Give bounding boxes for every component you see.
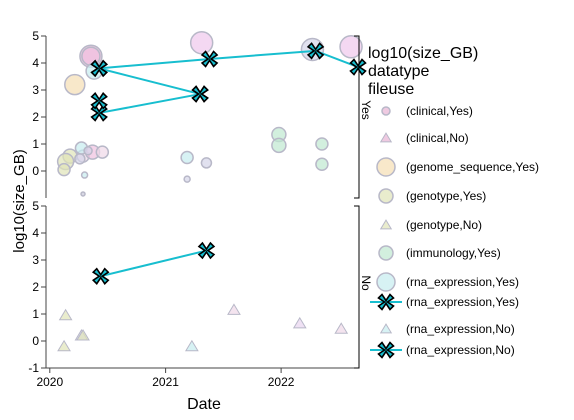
y-tick-label: 0 (32, 164, 39, 178)
legend-title: datatype (368, 63, 429, 80)
facet-panel-no: -1 0 1 2 3 4 5 (28, 199, 349, 375)
legend-item-label: (rna_expression,No) (406, 322, 515, 336)
legend-group-bracket (354, 205, 360, 369)
legend-title: fileuse (368, 81, 414, 98)
legend-item-label: (genotype,No) (406, 218, 482, 232)
legend-marker-triangle (379, 132, 393, 143)
x-axis: 2020 2021 2022 (36, 367, 358, 389)
legend-item-label: (rna_expression,Yes) (406, 275, 519, 289)
y-tick-label: 4 (32, 56, 39, 70)
data-point-circle (180, 150, 194, 165)
data-point-circle (200, 157, 213, 169)
data-point-circle (189, 31, 214, 55)
y-tick-label: 1 (32, 137, 39, 151)
facet-panel-yes: 0 1 2 3 4 5 (32, 29, 367, 198)
legend-marker-circle (381, 106, 391, 116)
legend-title: log10(size_GB) (368, 45, 478, 62)
data-point-x (90, 59, 108, 78)
legend-item-label: (rna_expression,Yes) (406, 295, 519, 309)
series-line (98, 93, 201, 114)
data-point-circle (183, 175, 191, 183)
legend-marker-x (377, 341, 395, 359)
legend-item-label: (clinical,No) (406, 131, 469, 145)
data-point-circle (80, 191, 86, 197)
legend-item-label: (clinical,Yes) (406, 104, 473, 118)
x-tick-label: 2021 (152, 375, 179, 389)
data-point-triangle (227, 303, 241, 315)
legend-group-label: Yes (359, 100, 373, 120)
y-axis-title: log10(size_GB) (11, 149, 28, 252)
data-point-circle (57, 162, 71, 177)
data-point-x (191, 85, 209, 103)
y-tick-label: -1 (28, 361, 39, 375)
x-axis-title: Date (187, 396, 221, 413)
y-tick-label: 1 (32, 307, 39, 321)
y-tick-label: 2 (32, 280, 39, 294)
legend-marker-triangle (379, 219, 393, 230)
legend-marker-x (377, 293, 395, 311)
data-point-triangle (184, 339, 199, 352)
y-tick-label: 3 (32, 253, 39, 267)
legend-item-label: (genome_sequence,Yes) (406, 160, 539, 174)
y-tick-label: 5 (32, 199, 39, 213)
series-line (100, 249, 207, 278)
data-point-triangle (58, 308, 73, 321)
data-point-x (90, 92, 108, 110)
data-point-circle (74, 153, 86, 165)
series-line (99, 49, 359, 70)
data-point-x (306, 42, 325, 60)
data-point-x (197, 241, 216, 260)
data-point-circle (315, 137, 329, 151)
legend-marker-circle (378, 245, 394, 261)
legend-group-label: No (359, 275, 373, 291)
y-tick-label: 5 (32, 29, 39, 43)
y-tick-label: 2 (32, 110, 39, 124)
data-point-x (91, 267, 110, 285)
data-point-triangle (76, 329, 90, 341)
data-point-x (200, 50, 219, 68)
series-line (98, 67, 201, 96)
data-point-triangle (292, 316, 307, 329)
data-point-circle (339, 35, 363, 59)
x-tick-label: 2022 (268, 375, 295, 389)
data-point-circle (81, 46, 101, 66)
data-point-circle (271, 137, 287, 154)
data-point-circle (64, 73, 86, 96)
data-point-triangle (334, 322, 349, 334)
data-point-circle (83, 146, 93, 156)
y-tick-label: 0 (32, 334, 39, 348)
data-point-x (349, 58, 367, 76)
legend-group-bracket (354, 35, 360, 199)
legend-marker-circle (378, 188, 394, 204)
data-point-circle (80, 171, 89, 179)
legend-item-label: (genotype,Yes) (406, 189, 486, 203)
legend-item-label: (rna_expression,No) (406, 343, 515, 357)
data-point-circle (95, 145, 110, 159)
legend-marker-circle (376, 157, 396, 177)
y-tick-label: 3 (32, 83, 39, 97)
y-tick-label: 4 (32, 226, 39, 240)
x-tick-label: 2020 (36, 375, 63, 389)
data-point-triangle (57, 339, 71, 352)
data-point-circle (315, 157, 329, 171)
legend-item-label: (immunology,Yes) (406, 246, 501, 260)
legend-marker-circle (376, 272, 396, 292)
legend-marker-triangle (379, 323, 393, 334)
